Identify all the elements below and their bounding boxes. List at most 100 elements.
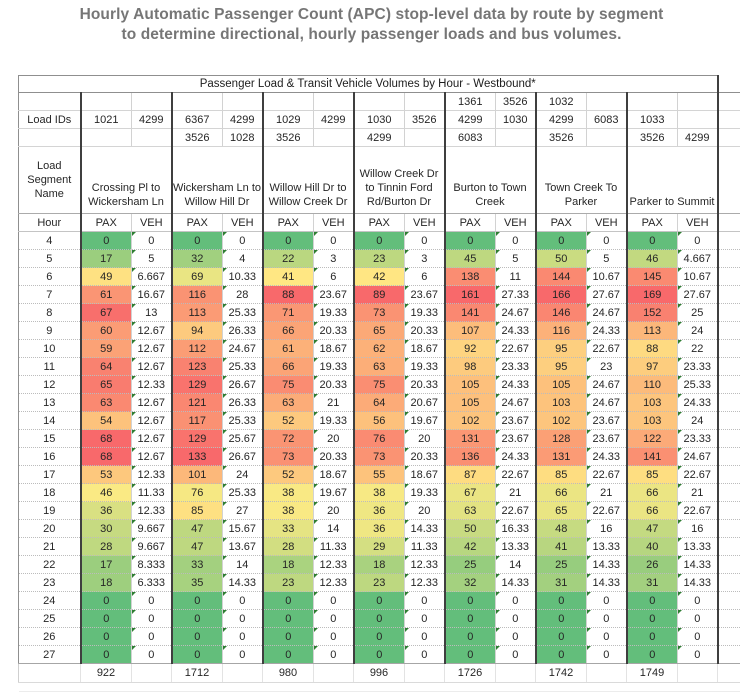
segment-name-cell: Parker to Summit xyxy=(625,146,718,214)
veh-value-cell: 22.67 xyxy=(586,501,627,520)
veh-value-cell: 26.33 xyxy=(222,393,263,412)
hour-cell: 14 xyxy=(18,411,81,430)
pax-value-cell: 66 xyxy=(625,501,678,520)
veh-value-cell: 0 xyxy=(313,591,354,610)
pax-value-cell: 0 xyxy=(443,609,496,628)
cell-flag-triangle-icon xyxy=(132,358,136,362)
veh-column-header: VEH xyxy=(222,213,263,232)
veh-value-cell: 11 xyxy=(495,267,536,286)
pax-value-cell: 0 xyxy=(534,591,587,610)
cell-flag-triangle-icon xyxy=(678,394,682,398)
cell-flag-triangle-icon xyxy=(223,394,227,398)
pax-value-cell: 66 xyxy=(625,483,678,502)
veh-value-cell: 20.33 xyxy=(404,321,445,340)
pax-value-cell: 0 xyxy=(261,591,314,610)
pax-value-cell: 35 xyxy=(170,573,223,592)
pax-column-header: PAX xyxy=(625,213,678,232)
cell-flag-triangle-icon xyxy=(314,574,318,578)
grid-stub-cell xyxy=(717,663,740,683)
veh-value-cell: 28 xyxy=(222,285,263,304)
pax-value-cell: 0 xyxy=(352,645,405,664)
pax-value-cell: 0 xyxy=(534,231,587,250)
pax-value-cell: 26 xyxy=(625,555,678,574)
pax-value-cell: 41 xyxy=(534,537,587,556)
veh-value-cell: 26.67 xyxy=(222,447,263,466)
segment-name-header: Load Segment Name xyxy=(18,146,81,214)
cell-flag-triangle-icon xyxy=(587,592,591,596)
cell-flag-triangle-icon xyxy=(678,232,682,236)
pax-value-cell: 95 xyxy=(534,357,587,376)
veh-value-cell: 25.33 xyxy=(677,375,718,394)
cell-flag-triangle-icon xyxy=(678,430,682,434)
veh-value-cell: 24 xyxy=(222,465,263,484)
cell-flag-triangle-icon xyxy=(132,628,136,632)
veh-value-cell: 19.67 xyxy=(313,483,354,502)
data-row: 27 0 0 0 0 0 0 0 0 0 0 0 0 0 0 xyxy=(18,645,740,664)
pax-value-cell: 61 xyxy=(79,285,132,304)
cell-flag-triangle-icon xyxy=(314,340,318,344)
pax-value-cell: 102 xyxy=(443,411,496,430)
veh-value-cell: 19.33 xyxy=(404,357,445,376)
cell-flag-triangle-icon xyxy=(405,268,409,272)
grid-stub-cell xyxy=(716,483,740,502)
veh-column-header: VEH xyxy=(313,213,354,232)
load-ids-row: 1361 3526 1032 xyxy=(18,92,740,111)
pax-value-cell: 103 xyxy=(625,411,678,430)
veh-value-cell: 14 xyxy=(313,519,354,538)
veh-value-cell: 24.33 xyxy=(586,321,627,340)
cell-flag-triangle-icon xyxy=(314,502,318,506)
veh-value-cell: 15.67 xyxy=(222,519,263,538)
data-row: 12 65 12.33 129 26.67 75 20.33 75 20.33 105 24.33 1… xyxy=(18,375,740,394)
cell-flag-triangle-icon xyxy=(678,574,682,578)
hour-cell: 21 xyxy=(18,537,81,556)
load-id-pax-cell: 1032 xyxy=(534,92,587,111)
cell-flag-triangle-icon xyxy=(405,556,409,560)
segment-name-cell: Town Creek To Parker xyxy=(534,146,627,214)
cell-flag-triangle-icon xyxy=(587,268,591,272)
pax-value-cell: 42 xyxy=(443,537,496,556)
pax-value-cell: 0 xyxy=(443,627,496,646)
pax-value-cell: 25 xyxy=(443,555,496,574)
cell-flag-triangle-icon xyxy=(678,484,682,488)
hour-cell: 4 xyxy=(18,231,81,250)
veh-value-cell: 14 xyxy=(495,555,536,574)
veh-column-header: VEH xyxy=(586,213,627,232)
cell-flag-triangle-icon xyxy=(678,448,682,452)
hour-cell: 11 xyxy=(18,357,81,376)
page-title-line2: to determine directional, hourly passeng… xyxy=(121,26,622,43)
grid-stub-cell xyxy=(716,591,740,610)
cell-flag-triangle-icon xyxy=(314,268,318,272)
cell-flag-triangle-icon xyxy=(678,250,682,254)
cell-flag-triangle-icon xyxy=(496,502,500,506)
load-ids-row: 3526 1028 3526 4299 6083 3526 3526 4299 xyxy=(18,128,740,147)
pax-value-cell: 66 xyxy=(261,321,314,340)
pax-value-cell: 61 xyxy=(261,339,314,358)
veh-value-cell: 25.33 xyxy=(222,483,263,502)
data-row: 15 68 12.67 129 25.67 72 20 76 20 131 23.67 128 23.6… xyxy=(18,429,740,448)
grid-stub-cell xyxy=(716,285,740,304)
veh-value-cell: 0 xyxy=(222,609,263,628)
veh-value-cell: 12.67 xyxy=(131,339,172,358)
cell-flag-triangle-icon xyxy=(223,466,227,470)
pax-value-cell: 88 xyxy=(625,339,678,358)
data-row: 24 0 0 0 0 0 0 0 0 0 0 0 0 0 0 xyxy=(18,591,740,610)
veh-value-cell: 0 xyxy=(131,591,172,610)
cell-flag-triangle-icon xyxy=(405,502,409,506)
veh-value-cell: 0 xyxy=(586,627,627,646)
totals-label-cell xyxy=(18,663,81,683)
cell-flag-triangle-icon xyxy=(223,592,227,596)
cell-flag-triangle-icon xyxy=(223,232,227,236)
spreadsheet-page: Hourly Automatic Passenger Count (APC) s… xyxy=(18,6,740,692)
pax-column-header: PAX xyxy=(443,213,496,232)
cell-flag-triangle-icon xyxy=(314,322,318,326)
veh-value-cell: 23.67 xyxy=(313,285,354,304)
pax-value-cell: 62 xyxy=(352,339,405,358)
veh-value-cell: 12.67 xyxy=(131,321,172,340)
veh-value-cell: 0 xyxy=(404,645,445,664)
pax-value-cell: 0 xyxy=(79,609,132,628)
pax-total-cell: 1712 xyxy=(171,663,223,683)
grid-stub-cell xyxy=(716,303,740,322)
pax-value-cell: 144 xyxy=(534,267,587,286)
row-label-cell xyxy=(18,92,81,111)
veh-value-cell: 14.33 xyxy=(495,573,536,592)
